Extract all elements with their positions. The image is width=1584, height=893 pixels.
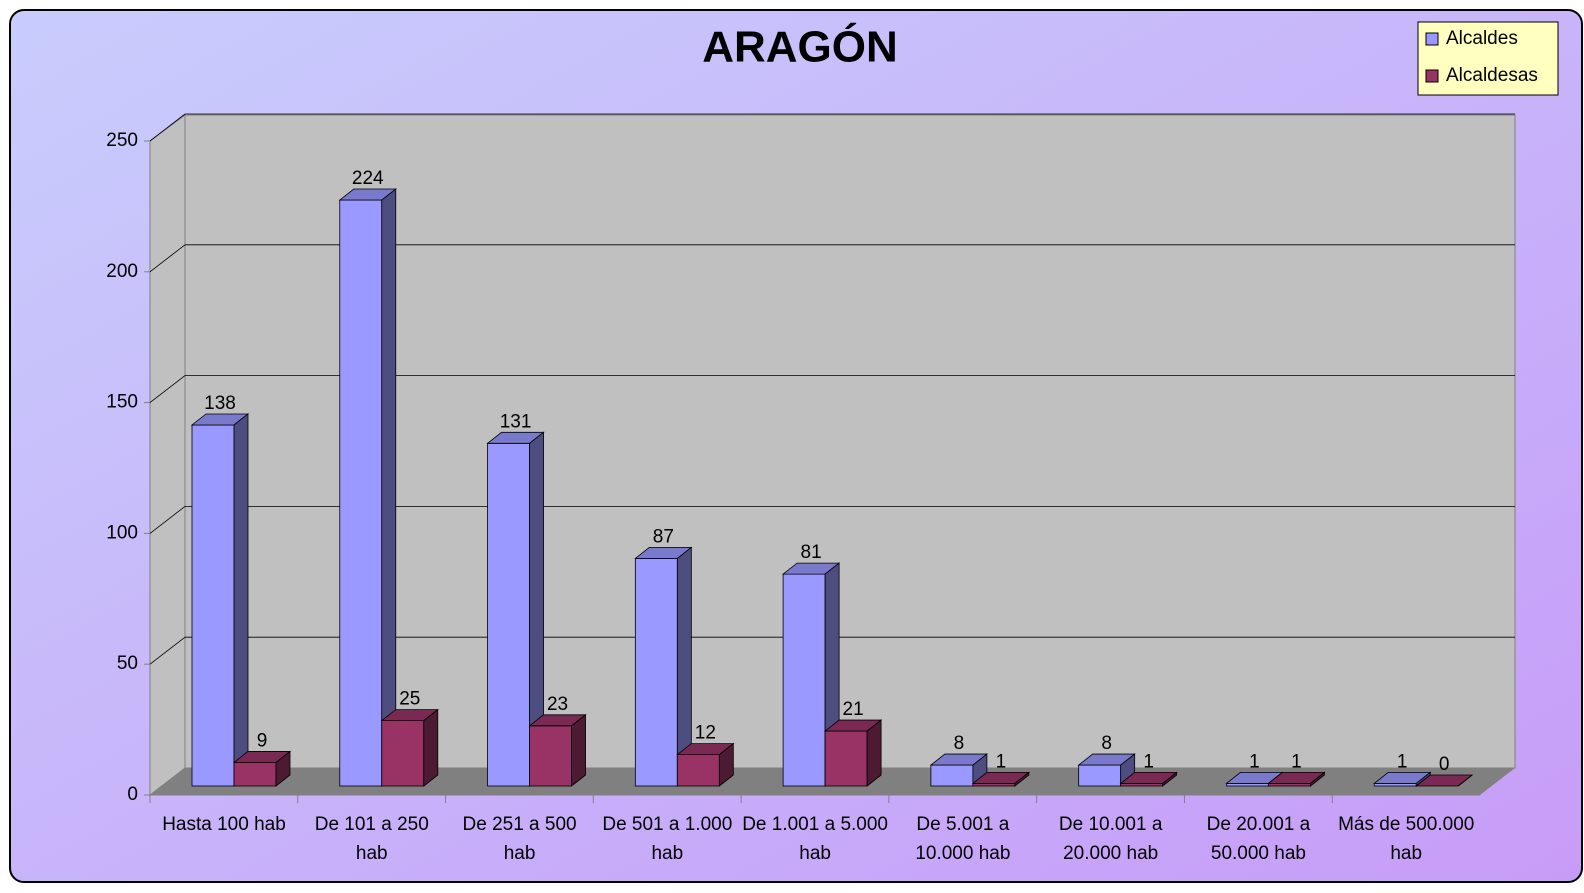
bar-side <box>571 714 586 787</box>
x-tick-label: De 1.001 a 5.000 hab <box>742 814 888 864</box>
bar-front <box>782 573 826 787</box>
value-label: 0 <box>1439 754 1450 775</box>
value-label: 87 <box>653 526 674 547</box>
bar <box>1077 753 1136 787</box>
legend-swatch <box>1425 69 1439 83</box>
x-tick-label: De 501 a 1.000 hab <box>602 814 733 864</box>
bar <box>1267 771 1326 787</box>
y-tick-label: 50 <box>117 653 138 674</box>
y-tick-label: 200 <box>106 261 138 282</box>
bar-side <box>233 413 249 787</box>
x-tick-label: De 5.001 a 10.000 hab <box>915 814 1011 864</box>
x-tick-label: Más de 500.000 hab <box>1338 814 1475 864</box>
grid-line <box>149 636 186 665</box>
legend-label: Alcaldesas <box>1446 65 1538 86</box>
bar <box>676 742 735 787</box>
bar-front <box>191 424 235 787</box>
value-label: 25 <box>399 689 420 710</box>
y-tick-label: 100 <box>106 522 138 543</box>
bar-side <box>381 188 397 787</box>
value-label: 81 <box>801 542 822 563</box>
bar <box>528 714 587 787</box>
bar <box>634 546 693 787</box>
value-label: 21 <box>843 699 864 720</box>
bar <box>971 771 1031 787</box>
x-tick-label: De 101 a 250 hab <box>314 814 429 864</box>
bar-side <box>275 750 291 787</box>
bar <box>486 431 545 787</box>
bar-front <box>676 754 720 787</box>
y-tick-label: 0 <box>127 784 138 805</box>
legend-swatch <box>1425 32 1439 46</box>
bar-front <box>634 558 678 787</box>
bar <box>232 750 292 787</box>
value-label: 224 <box>352 168 384 189</box>
bar <box>190 413 250 787</box>
value-label: 8 <box>1101 733 1112 754</box>
bar-front <box>381 720 425 787</box>
value-label: 138 <box>204 393 236 414</box>
x-tick-label: De 10.001 a 20.000 hab <box>1058 814 1163 864</box>
value-label: 23 <box>547 694 568 715</box>
bar-front <box>487 442 530 787</box>
bar-front <box>233 762 277 787</box>
bar <box>1119 771 1178 787</box>
grid-line <box>149 113 186 142</box>
value-label: 131 <box>500 411 532 432</box>
bar <box>823 719 883 787</box>
value-label: 8 <box>954 733 965 754</box>
grid-line <box>149 244 186 273</box>
value-label: 1 <box>1397 751 1408 772</box>
x-tick-label: De 20.001 a 50.000 hab <box>1206 814 1311 864</box>
bar-side <box>718 742 734 787</box>
chart-title: ARAGÓN <box>702 22 898 72</box>
x-tick-label: Hasta 100 hab <box>162 814 286 835</box>
bar <box>1373 771 1432 787</box>
value-label: 9 <box>257 730 268 751</box>
value-label: 1 <box>1249 751 1260 772</box>
bar <box>380 708 439 787</box>
bar-side <box>866 719 882 787</box>
bar-front <box>529 725 572 787</box>
bar <box>338 188 397 787</box>
x-tick-label: De 251 a 500 hab <box>462 814 577 864</box>
legend <box>1417 21 1559 96</box>
legend-label: Alcaldes <box>1446 28 1518 49</box>
bar-side <box>1457 774 1473 787</box>
value-label: 1 <box>1143 751 1154 772</box>
grid-line <box>149 375 186 403</box>
bar-front <box>824 730 868 787</box>
bar-side <box>1014 771 1030 787</box>
bar-front <box>930 764 974 787</box>
value-label: 12 <box>695 723 716 744</box>
y-tick-label: 150 <box>106 392 138 413</box>
bar-front <box>339 199 383 787</box>
bar-side <box>423 708 439 787</box>
grid-line <box>149 506 186 534</box>
bar <box>929 753 989 787</box>
y-tick-label: 250 <box>106 130 138 151</box>
bar-side <box>1310 771 1325 787</box>
value-label: 1 <box>996 751 1007 772</box>
bar-front <box>1078 764 1122 787</box>
side-wall <box>149 114 186 797</box>
value-label: 1 <box>1291 751 1302 772</box>
bar-side <box>1162 771 1178 787</box>
bar <box>1415 774 1474 787</box>
